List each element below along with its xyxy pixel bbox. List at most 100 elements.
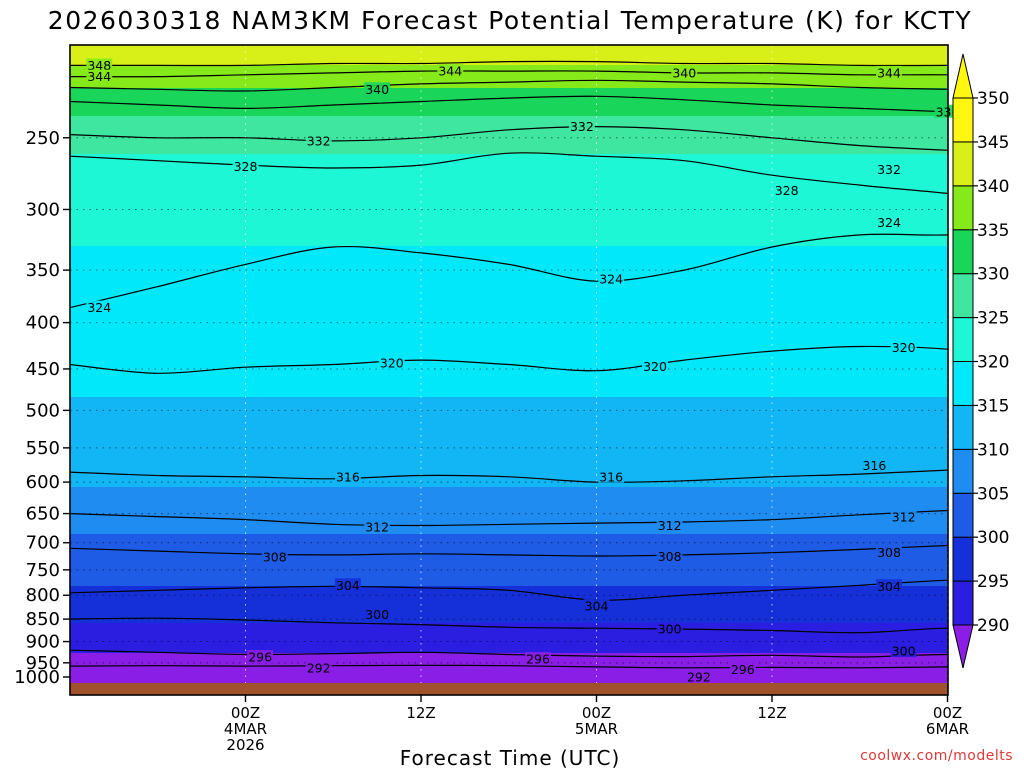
fill-band: [70, 116, 948, 155]
contour-label-bg: [525, 652, 551, 666]
contour-label-bg: [598, 271, 625, 285]
contour-label-bg: [364, 520, 391, 534]
contour-label-bg: [656, 549, 683, 563]
y-tick-label: 600: [26, 472, 60, 493]
colorbar-segment: [952, 185, 974, 231]
colorbar-label: 330: [977, 265, 1009, 285]
chart-title: 2026030318 NAM3KM Forecast Potential Tem…: [48, 6, 972, 35]
contour-label: 332: [570, 119, 594, 134]
colorbar-triangle-high: [952, 53, 974, 99]
contour-label: 300: [892, 644, 916, 659]
y-tick-label: 250: [26, 128, 60, 149]
contour-316: [70, 469, 948, 483]
contour-308: [70, 544, 948, 557]
contour-label-bg: [773, 183, 800, 197]
contour-label-bg: [656, 622, 683, 636]
contour-label: 296: [731, 662, 755, 677]
colorbar-segment: [952, 361, 974, 406]
contour-label: 332: [877, 162, 901, 177]
contour-label: 340: [365, 82, 389, 97]
contour-label-bg: [86, 300, 113, 314]
contour-label-bg: [890, 644, 917, 658]
x-tick-label: 12Z: [406, 704, 435, 722]
contour-label: 304: [336, 578, 360, 593]
contour-label-bg: [305, 660, 332, 674]
x-tick-label: 4MAR: [224, 720, 267, 738]
y-tick-label: 350: [26, 260, 60, 281]
contour-label: 308: [263, 550, 287, 565]
contour-label: 312: [365, 520, 389, 535]
contour-label-bg: [583, 598, 610, 612]
contour-label-bg: [671, 65, 698, 79]
contour-label: 328: [775, 183, 799, 198]
x-tick-label: 5MAR: [575, 720, 618, 738]
colorbar-label: 300: [977, 528, 1009, 548]
contour-label-bg: [890, 510, 917, 524]
contour-label-bg: [729, 662, 756, 676]
contour-label-bg: [364, 607, 391, 621]
contour-label-bg: [247, 649, 274, 663]
credit-text[interactable]: coolwx.com/modelts: [860, 748, 1013, 764]
y-tick-label: 400: [26, 313, 60, 334]
contour-label-bg: [876, 579, 902, 593]
fill-band: [70, 246, 948, 398]
contour-label: 344: [87, 69, 111, 84]
fill-band: [70, 397, 948, 488]
plot-frame: [69, 44, 949, 696]
contour-312: [70, 509, 948, 527]
y-tick-label: 750: [26, 560, 60, 581]
colorbar-label: 335: [977, 221, 1009, 241]
contour-label-bg: [876, 545, 902, 559]
contour-336: [70, 95, 948, 113]
contour-label-bg: [334, 578, 361, 592]
colorbar: 290 295 300 305 310 315 320 325 330 335 340 345 350: [952, 53, 1009, 669]
contour-label: 308: [877, 545, 901, 560]
y-tick-label: 900: [26, 632, 60, 653]
colorbar-label: 325: [977, 309, 1009, 329]
contour-label: 324: [87, 300, 111, 315]
colorbar-segment: [952, 229, 974, 275]
contour-label-bg: [685, 670, 712, 684]
contour-label-bg: [86, 58, 113, 72]
colorbar-segment: [952, 536, 974, 582]
y-tick-label: 300: [26, 199, 60, 220]
fill-band: [70, 586, 948, 624]
contour-label: 292: [687, 670, 711, 685]
contour-300: [70, 617, 948, 634]
contour-label-bg: [364, 82, 391, 96]
contour-label: 300: [365, 607, 389, 622]
contour-label: 344: [438, 64, 462, 79]
contour-label-bg: [876, 65, 902, 79]
contour-label: 328: [234, 159, 258, 174]
contour-344: [70, 70, 948, 78]
x-tick-label: 00Z: [231, 704, 260, 722]
colorbar-label: 295: [977, 572, 1009, 592]
colorbar-segment: [952, 141, 974, 187]
contour-label: 316: [862, 458, 886, 473]
contour-label: 340: [672, 65, 696, 80]
contour-label-bg: [890, 340, 917, 354]
contour-label-bg: [86, 69, 113, 83]
contour-label: 312: [658, 518, 682, 533]
contour-label: 292: [307, 660, 331, 675]
colorbar-segment: [952, 448, 974, 494]
contour-348: [70, 60, 948, 67]
y-tick-label: 950: [26, 653, 60, 674]
contour-label-bg: [334, 469, 361, 483]
fill-band: [70, 487, 948, 535]
contour-label: 332: [307, 133, 331, 148]
fill-band: [70, 623, 948, 654]
contour-label: 316: [599, 469, 623, 484]
colorbar-label: 340: [977, 177, 1009, 197]
colorbar-label: 315: [977, 396, 1009, 416]
x-tick-label: 6MAR: [926, 720, 969, 738]
contour-label-bg: [437, 64, 464, 78]
ground-surface-bar: [70, 683, 948, 695]
contour-label: 308: [658, 549, 682, 564]
colorbar-triangle-low: [952, 624, 974, 669]
x-tick-label: 00Z: [933, 704, 962, 722]
contour-296: [70, 649, 948, 658]
y-tick-label: 550: [26, 438, 60, 459]
